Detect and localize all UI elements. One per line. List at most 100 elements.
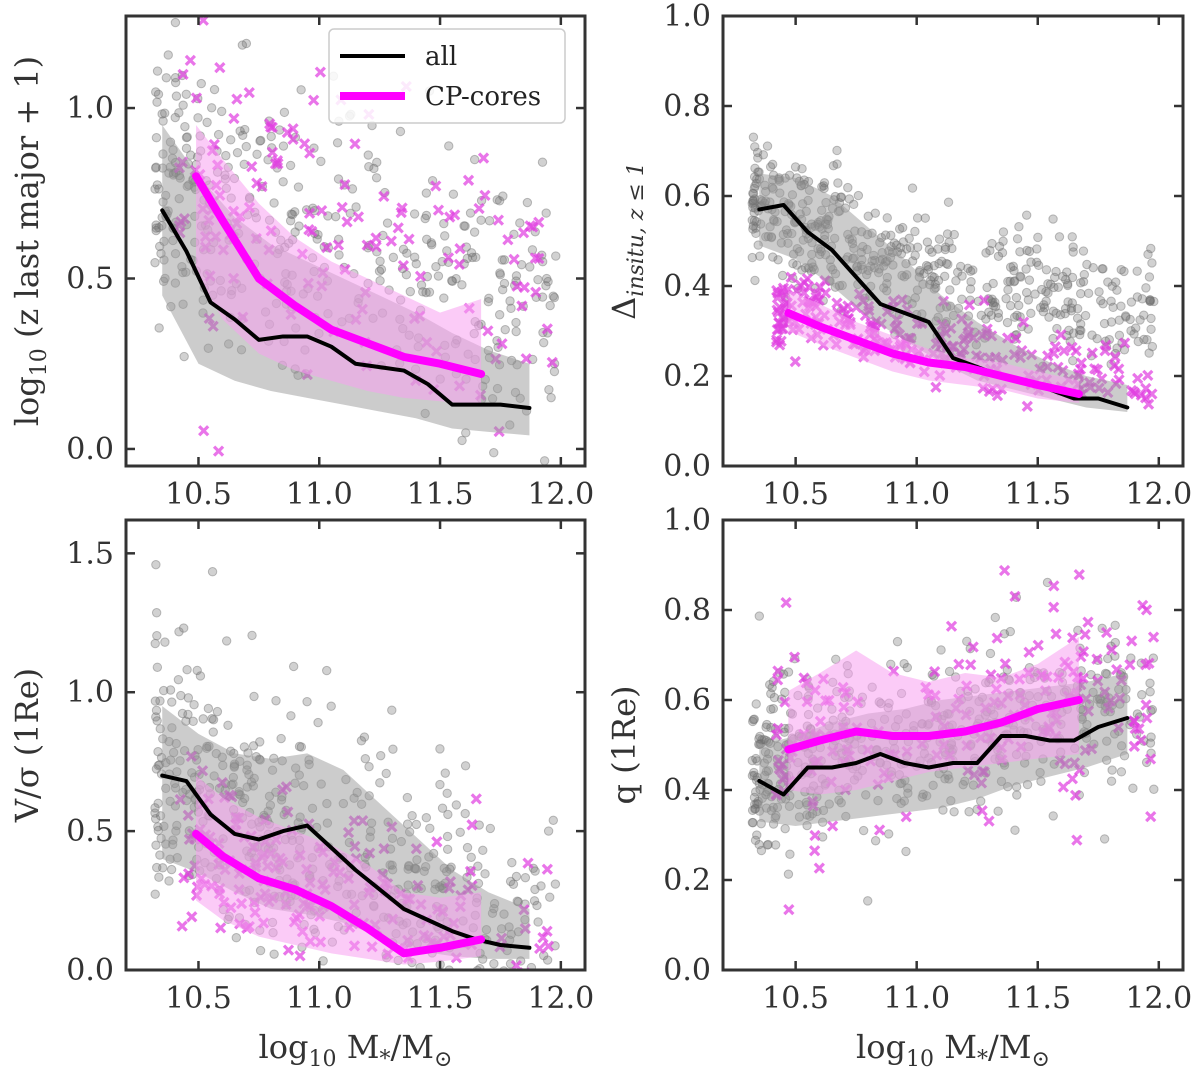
galaxy-point xyxy=(425,823,435,834)
cp-core-point xyxy=(798,287,810,299)
cp-core-point xyxy=(1144,753,1157,765)
galaxy-point xyxy=(1068,328,1079,338)
galaxy-point xyxy=(483,297,494,307)
galaxy-point xyxy=(1066,303,1077,313)
galaxy-point xyxy=(1041,265,1052,275)
y-tick-label: 0.5 xyxy=(66,262,114,297)
galaxy-point xyxy=(150,638,160,649)
galaxy-point xyxy=(498,191,508,201)
galaxy-point xyxy=(440,768,450,778)
cp-core-point xyxy=(352,211,365,223)
galaxy-point xyxy=(768,704,779,714)
cp-core-point xyxy=(1049,341,1061,353)
galaxy-point xyxy=(1144,348,1154,358)
galaxy-point xyxy=(1145,678,1155,688)
series-line-cp-cores xyxy=(192,829,486,958)
galaxy-point xyxy=(203,703,214,714)
cp-core-point xyxy=(176,920,188,932)
galaxy-point xyxy=(892,636,903,647)
galaxy-point xyxy=(398,244,409,255)
galaxy-point xyxy=(990,612,1000,623)
galaxy-point xyxy=(763,839,773,850)
galaxy-point xyxy=(1110,620,1120,630)
galaxy-point xyxy=(440,231,450,241)
galaxy-point xyxy=(232,147,243,158)
galaxy-point xyxy=(1119,266,1129,277)
galaxy-point xyxy=(748,132,759,142)
series-line-all xyxy=(757,716,1130,797)
galaxy-point xyxy=(1012,790,1022,800)
galaxy-point xyxy=(457,280,467,290)
galaxy-point xyxy=(395,126,406,137)
galaxy-point xyxy=(870,208,880,218)
galaxy-point xyxy=(195,671,206,681)
band-cp-cores xyxy=(196,125,482,405)
cp-core-point xyxy=(508,253,520,265)
cp-core-point xyxy=(462,174,475,186)
band-cp-cores xyxy=(196,775,482,965)
cp-core-point xyxy=(1057,781,1069,793)
galaxy-point xyxy=(207,567,218,577)
galaxy-point xyxy=(505,296,515,306)
galaxy-point xyxy=(1092,333,1102,344)
cp-core-point xyxy=(479,189,491,201)
galaxy-point xyxy=(998,227,1009,237)
galaxy-point xyxy=(1099,318,1110,329)
galaxy-point xyxy=(751,178,762,189)
galaxy-point xyxy=(748,188,758,199)
y-tick-label: 0.0 xyxy=(663,449,711,484)
cp-core-point xyxy=(542,940,555,952)
galaxy-point xyxy=(151,559,161,570)
cp-core-point xyxy=(1023,646,1035,658)
galaxy-point xyxy=(443,809,453,820)
galaxy-point xyxy=(1005,300,1016,311)
series-line-cp-cores xyxy=(192,172,486,378)
galaxy-point xyxy=(894,224,905,234)
galaxy-point xyxy=(1022,245,1032,256)
galaxy-point xyxy=(755,731,765,742)
galaxy-point xyxy=(541,208,551,218)
galaxy-point xyxy=(447,276,457,286)
galaxy-point xyxy=(1049,272,1060,283)
x-tick-label: 10.5 xyxy=(165,981,232,1016)
galaxy-point xyxy=(767,159,778,170)
cp-core-point xyxy=(1147,631,1160,643)
galaxy-point xyxy=(1108,302,1118,313)
galaxy-point xyxy=(198,714,208,724)
galaxy-point xyxy=(548,815,558,826)
galaxy-point xyxy=(924,244,935,255)
galaxy-point xyxy=(1060,308,1070,319)
galaxy-point xyxy=(899,659,909,669)
galaxy-point xyxy=(546,392,556,403)
galaxy-point xyxy=(505,876,516,887)
y-axis-label: Δinsitu, z ≤ 1 xyxy=(605,162,649,320)
galaxy-point xyxy=(994,241,1005,252)
cp-core-point xyxy=(256,180,268,193)
cp-core-point xyxy=(190,92,203,104)
galaxy-point xyxy=(202,117,212,128)
galaxy-point xyxy=(832,159,842,169)
cp-core-point xyxy=(470,793,482,805)
galaxy-point xyxy=(351,202,361,212)
galaxy-point xyxy=(331,211,341,222)
galaxy-point xyxy=(1146,324,1156,334)
x-tick-label: 11.0 xyxy=(286,981,353,1016)
cp-core-point xyxy=(929,666,941,678)
galaxy-point xyxy=(497,255,507,265)
galaxy-point xyxy=(179,351,189,362)
cp-core-point xyxy=(304,147,316,159)
galaxy-point xyxy=(506,303,516,314)
galaxy-point xyxy=(982,282,992,293)
cp-core-point xyxy=(477,152,490,164)
cp-core-point xyxy=(336,201,348,213)
galaxy-point xyxy=(192,665,202,676)
cp-core-point xyxy=(214,61,226,74)
x-tick-label: 12.0 xyxy=(1125,477,1192,512)
cp-core-point xyxy=(978,294,990,307)
galaxy-point xyxy=(409,209,420,219)
cp-core-point xyxy=(294,950,306,962)
cp-core-point xyxy=(777,282,790,294)
galaxy-point xyxy=(756,845,767,856)
x-tick-label: 11.5 xyxy=(407,477,474,512)
galaxy-point xyxy=(848,199,859,210)
